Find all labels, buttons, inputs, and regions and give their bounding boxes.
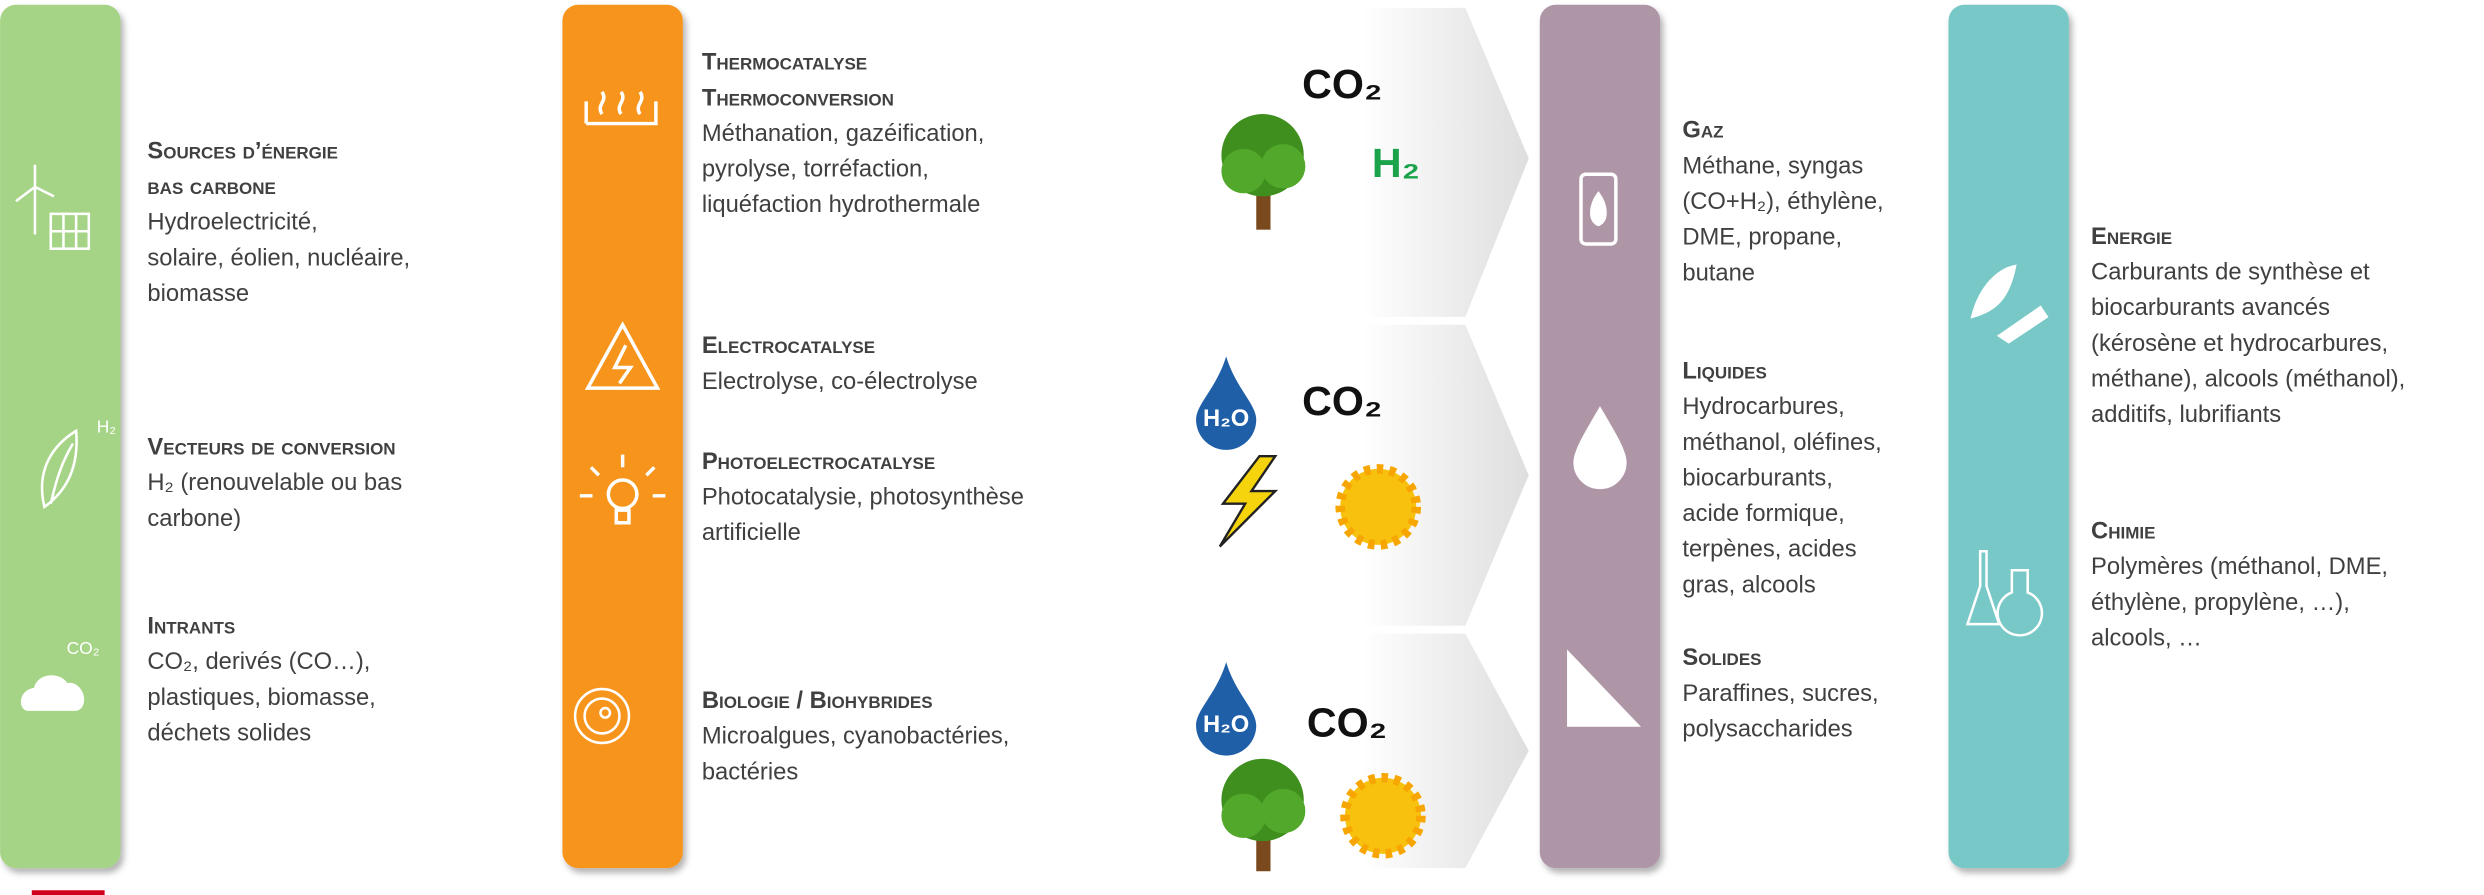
input-label: CO₂ [1302,61,1382,107]
block-title: Electrocatalyse [702,332,875,359]
block-title: Sources d’énergie [147,137,338,164]
chevron [1362,324,1529,626]
icon-label: CO₂ [67,638,100,658]
block-text: Photocatalysie, photosynthèse [702,483,1024,510]
block-text: pyrolyse, torréfaction, [702,156,929,183]
block-title: Vecteurs de conversion [147,434,395,461]
block-text: artificielle [702,519,801,546]
block-text: terpènes, acides [1682,536,1856,563]
block-text: (kérosène et hydrocarbures, [2091,330,2388,357]
block-text: méthane), alcools (méthanol), [2091,365,2405,392]
block-title: Thermocatalyse [702,49,867,76]
block-text: déchets solides [147,719,311,746]
block-text: carbone) [147,505,241,532]
block-text: Méthane, syngas [1682,152,1863,179]
block-text: bactéries [702,758,798,785]
icons [15,90,2049,745]
block-text: H₂ (renouvelable ou bas [147,469,402,496]
block-text: plastiques, biomasse, [147,684,375,711]
block-text: CO₂, derivés (CO…), [147,648,370,675]
block-text: gras, alcools [1682,571,1815,598]
block-text: solaire, éolien, nucléaire, [147,244,410,271]
block-title: Intrants [147,613,235,640]
block-text: Hydrocarbures, [1682,393,1844,420]
block-text: polysaccharides [1682,716,1852,743]
bar-sources [0,4,121,869]
accent [31,890,105,895]
block-text: Microalgues, cyanobactéries, [702,723,1010,750]
block-title: Biologie / Biohybrides [702,687,933,714]
input-label: H₂O [1203,711,1249,738]
block-title: Energie [2091,223,2172,250]
block-text: biomasse [147,280,249,307]
pictograms [1196,114,1426,872]
block-text: Carburants de synthèse et [2091,259,2370,286]
block-text: Méthanation, gazéification, [702,120,985,147]
bar-uses [1948,4,2069,869]
block-text: biocarburants avancés [2091,294,2330,321]
input-label: H₂ [1372,140,1420,186]
block-text: méthanol, oléfines, [1682,429,1881,456]
block-text: éthylène, propylène, …), [2091,589,2350,616]
icon-label: H₂ [97,416,116,436]
input-label: CO₂ [1307,699,1387,745]
block-text: Paraffines, sucres, [1682,680,1878,707]
block-text: DME, propane, [1682,224,1842,251]
block-title: Photoelectrocatalyse [702,448,935,475]
block-text: biocarburants, [1682,464,1833,491]
block-text: Electrolyse, co-électrolyse [702,368,978,395]
input-label: CO₂ [1302,378,1382,424]
block-title: bas carbone [147,173,275,200]
block-title: Liquides [1682,358,1766,385]
chevrons [1362,7,1529,869]
block-text: liquéfaction hydrothermale [702,191,981,218]
block-text: alcools, … [2091,624,2202,651]
block-title: Gaz [1682,117,1723,144]
block-title: Chimie [2091,518,2155,545]
block-text: Polymères (méthanol, DME, [2091,553,2388,580]
block-title: Solides [1682,644,1761,671]
bar-process [562,4,683,869]
chevron [1362,7,1529,317]
block-title: Thermoconversion [702,84,894,111]
block-text: Hydroelectricité, [147,209,317,236]
block-text: acide formique, [1682,500,1844,527]
block-text: (CO+H₂), éthylène, [1682,188,1883,215]
block-text: additifs, lubrifiants [2091,401,2281,428]
input-label: H₂O [1203,405,1249,432]
block-text: butane [1682,259,1755,286]
